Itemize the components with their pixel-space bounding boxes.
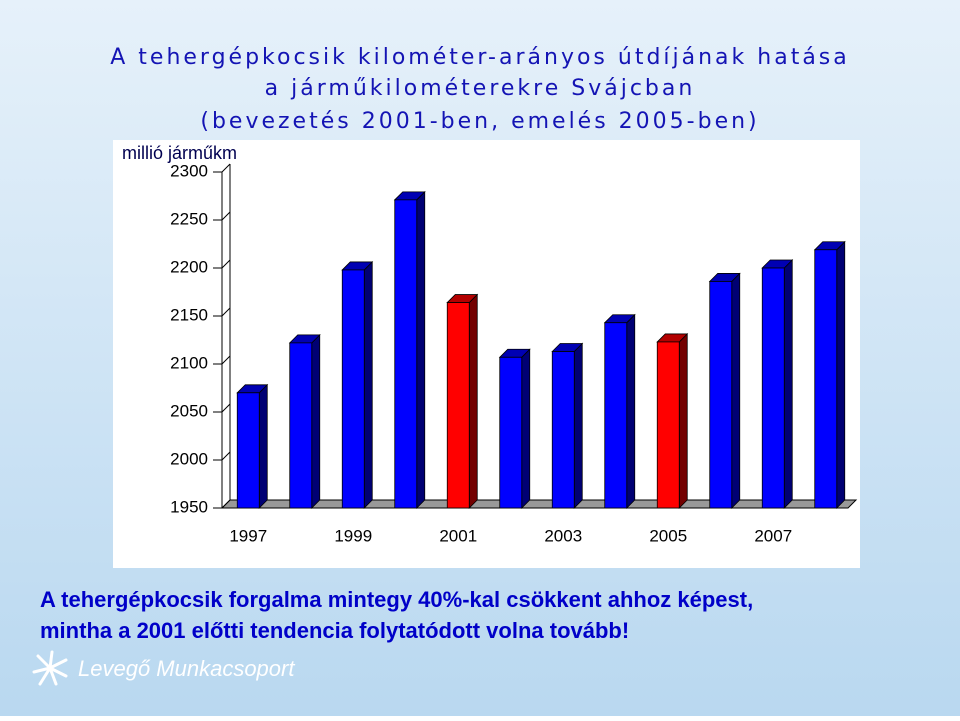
y-tick-label: 2050 [170, 401, 208, 420]
bar [709, 281, 733, 509]
y-tick-label: 2300 [170, 161, 208, 180]
y-tick-label: 2000 [170, 449, 208, 468]
y-tick-label: 1950 [170, 497, 208, 516]
bar-side [731, 272, 741, 509]
y-tick-label: 2200 [170, 257, 208, 276]
y-tick-depth [221, 355, 231, 365]
bar-side [836, 240, 846, 509]
y-tick-label: 2150 [170, 305, 208, 324]
y-tick-depth [221, 307, 231, 317]
bar [446, 302, 470, 509]
bar-side [311, 333, 321, 509]
logo-text: Levegő Munkacsoport [78, 656, 295, 681]
bar-side [521, 348, 531, 509]
bar [814, 249, 838, 509]
y-tick-depth [221, 211, 231, 221]
y-tick-depth [221, 499, 231, 509]
logo-icon [32, 650, 68, 686]
title-line: a járműkilométerekre Svájcban [265, 76, 696, 101]
y-tick-depth [221, 259, 231, 269]
title-line: (bevezetés 2001-ben, emelés 2005-ben) [200, 109, 759, 134]
title-line: A tehergépkocsik kilométer-arányos útdíj… [110, 45, 850, 70]
bar-side [468, 293, 478, 509]
bar-side [626, 313, 636, 509]
caption-line: mintha a 2001 előtti tendencia folytatód… [40, 618, 629, 643]
y-tick-depth [221, 451, 231, 461]
bar [394, 199, 418, 509]
bar-side [416, 190, 426, 509]
caption-line: A tehergépkocsik forgalma mintegy 40%-ka… [40, 587, 753, 612]
x-tick-label: 2005 [649, 526, 687, 545]
bar-side [363, 260, 373, 509]
y-tick-label: 2250 [170, 209, 208, 228]
bar [656, 341, 680, 509]
y-axis-label: millió járműkm [122, 143, 237, 163]
bar-side [783, 259, 793, 509]
y-tick-label: 2100 [170, 353, 208, 372]
x-tick-label: 1997 [229, 526, 267, 545]
y-tick-depth [221, 403, 231, 413]
bar-side [258, 383, 268, 509]
bar [604, 322, 628, 509]
x-tick-label: 1999 [334, 526, 372, 545]
bar [761, 267, 785, 509]
bar-side [678, 332, 688, 509]
y-tick-depth [221, 163, 231, 173]
bar [341, 269, 365, 509]
bar [551, 351, 575, 509]
bar-side [573, 342, 583, 509]
bar [289, 342, 313, 509]
plot: 1950 2000 2050 2100 2150 2200 2250 2300 1997 1999… [170, 161, 858, 545]
x-tick-label: 2003 [544, 526, 582, 545]
x-tick-label: 2001 [439, 526, 477, 545]
bar [499, 356, 523, 509]
x-tick-label: 2007 [754, 526, 792, 545]
bar [236, 392, 260, 509]
